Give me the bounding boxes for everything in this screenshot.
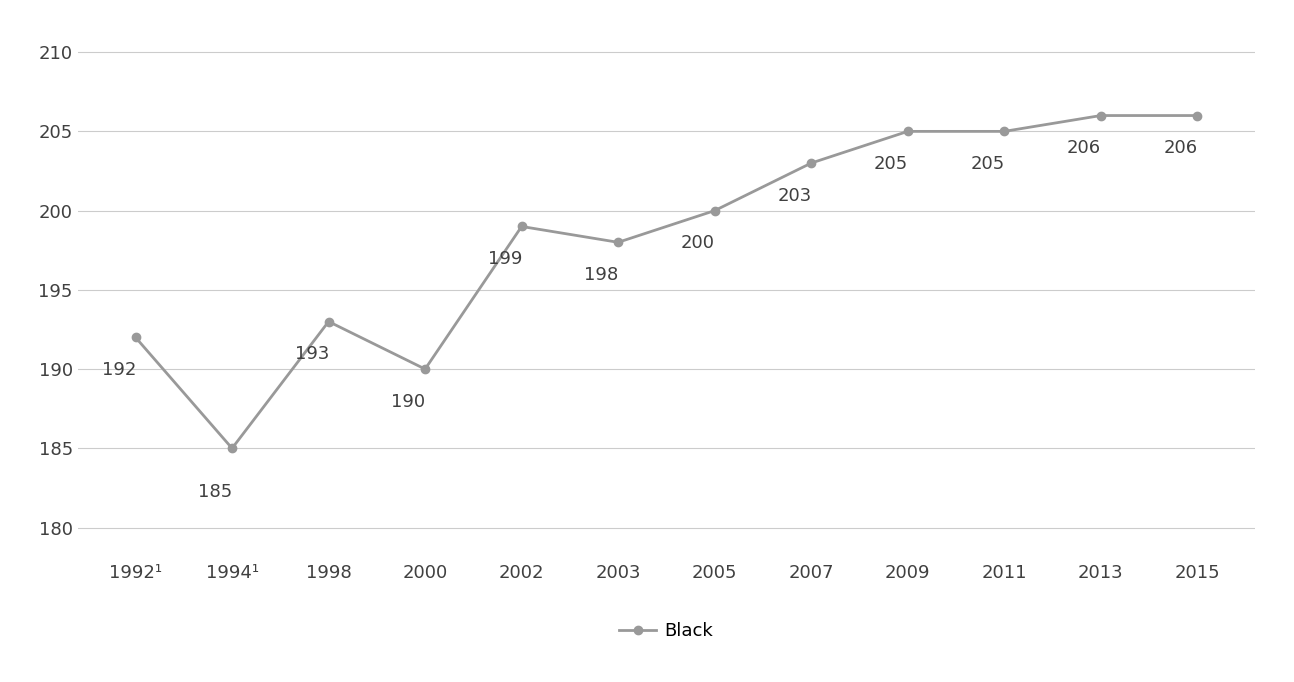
Text: 206: 206: [1163, 139, 1198, 158]
Text: 193: 193: [295, 345, 329, 364]
Text: 198: 198: [585, 266, 619, 284]
Text: 199: 199: [488, 250, 523, 268]
Text: 192: 192: [102, 361, 136, 379]
Text: 190: 190: [391, 393, 426, 411]
Text: 185: 185: [198, 483, 233, 501]
Legend: Black: Black: [612, 614, 721, 647]
Text: 200: 200: [681, 235, 714, 252]
Text: 206: 206: [1068, 139, 1101, 158]
Text: 205: 205: [970, 155, 1004, 173]
Text: 205: 205: [873, 155, 908, 173]
Text: 203: 203: [778, 187, 811, 205]
